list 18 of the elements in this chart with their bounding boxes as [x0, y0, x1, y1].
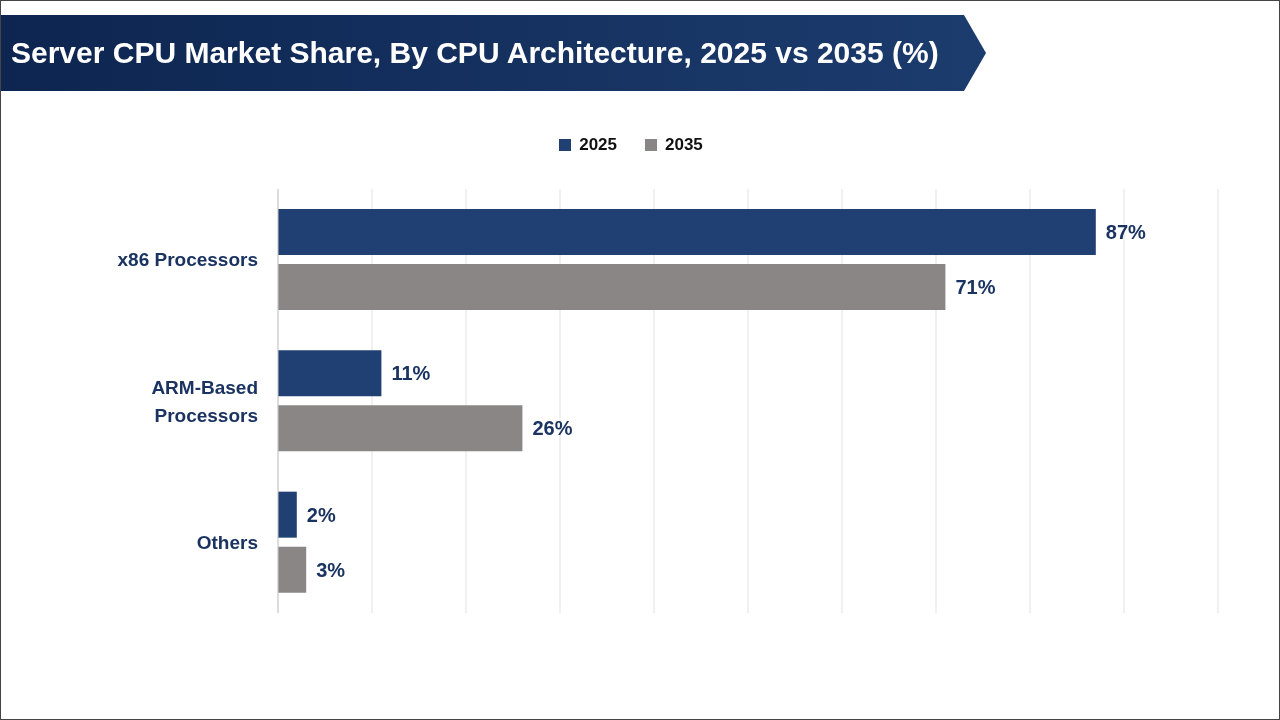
- y-tick-label: x86 Processors: [117, 249, 258, 271]
- legend-label: 2025: [579, 135, 617, 155]
- data-label: 26%: [532, 417, 573, 440]
- data-label: 87%: [1105, 221, 1147, 244]
- bar: [278, 350, 382, 397]
- bar: [278, 491, 297, 538]
- bar: [278, 209, 1096, 255]
- legend-label: 2035: [665, 135, 703, 155]
- bar: [278, 546, 307, 593]
- data-label: 11%: [391, 362, 431, 385]
- bar: [278, 264, 946, 310]
- bar: [278, 405, 523, 452]
- chart-title: Server CPU Market Share, By CPU Architecture, 2025 vs 2035 (%): [11, 36, 939, 70]
- data-label: 71%: [955, 276, 996, 299]
- data-label: 2%: [306, 503, 336, 526]
- y-tick-label: Others: [196, 531, 258, 553]
- data-label: 3%: [316, 558, 346, 581]
- y-tick-label: ARM-Based Processors: [151, 376, 258, 426]
